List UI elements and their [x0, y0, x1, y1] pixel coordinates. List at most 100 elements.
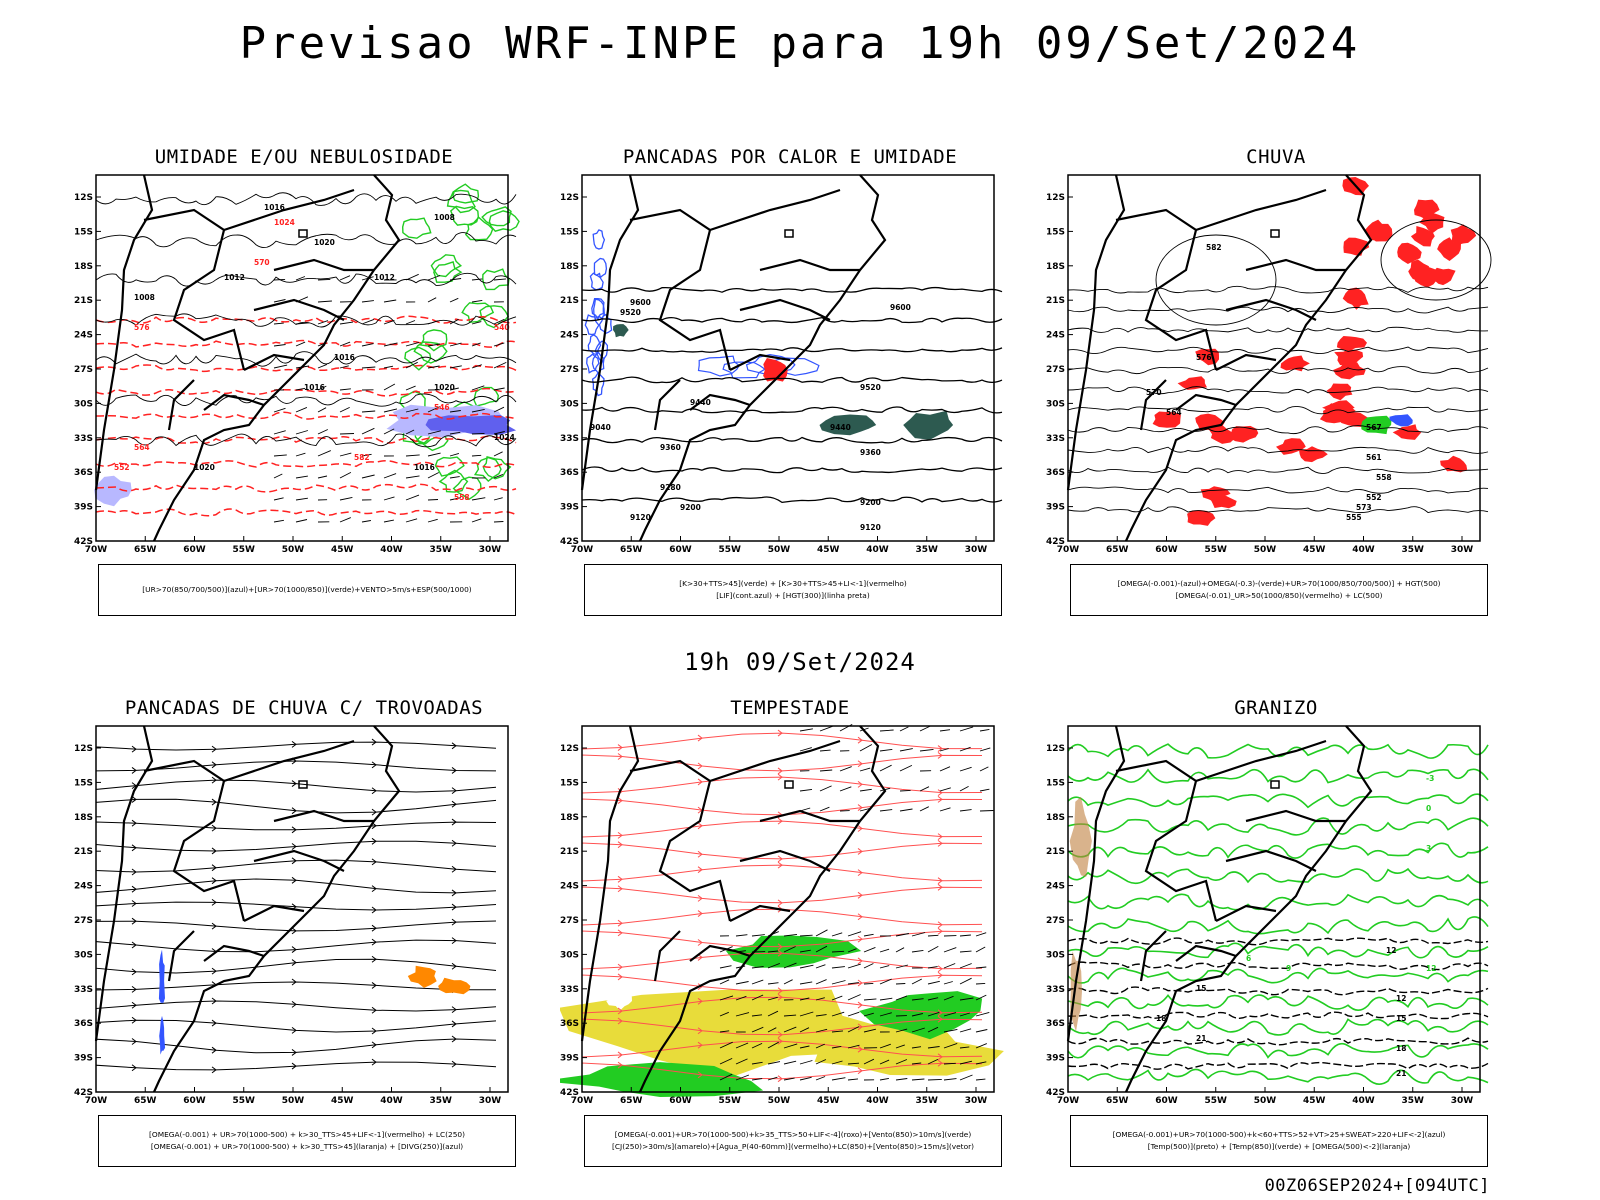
streamline-arrowhead: [291, 927, 297, 935]
wind-vector: [859, 808, 870, 812]
lon-label: 45W: [817, 545, 840, 555]
wind-vector: [361, 366, 376, 369]
streamline: [95, 779, 497, 793]
streamline-arrowhead: [131, 885, 137, 893]
lat-label: 42S: [560, 1088, 579, 1098]
wind-vector: [317, 475, 328, 479]
hgt300-contour: [581, 347, 1003, 353]
wind-vector: [361, 410, 376, 413]
hgt500-contour: [1067, 366, 1489, 375]
streamline-arrowhead: [131, 1001, 137, 1009]
streamline-arrowhead: [291, 780, 297, 787]
wind-vector: [427, 406, 440, 413]
rain-area: [1280, 355, 1310, 372]
lon-label: 55W: [719, 1096, 742, 1106]
streamline-arrowhead: [617, 973, 623, 981]
lon-label: 35W: [916, 545, 939, 555]
hgt500-contour: [1067, 285, 1489, 294]
wind-vector: [783, 1077, 795, 1081]
streamline-arrowhead: [777, 729, 783, 737]
wind-vector: [471, 518, 482, 523]
lat-label: 42S: [74, 1088, 93, 1098]
lon-label: 35W: [430, 1096, 453, 1106]
legend-box: [OMEGA(-0.001)+UR>70(1000-500)+k>35_TTS>…: [584, 1115, 1002, 1167]
lon-label: 70W: [1057, 1096, 1080, 1106]
streamline-arrowhead: [211, 798, 217, 806]
lon-label: 40W: [1352, 545, 1375, 555]
contour-label: 567: [1366, 423, 1382, 432]
streamline-arrowhead: [291, 978, 297, 986]
legend-line: [K>30+TTS>45](verde) + [K>30+TTS>45+LI<-…: [679, 579, 907, 588]
wind-vector: [831, 980, 846, 985]
contour-label: 9520: [620, 308, 641, 317]
temp500-contour: [1067, 1061, 1489, 1070]
wind-vector: [295, 341, 306, 347]
wind-vector: [361, 318, 375, 325]
omega-area: [1389, 414, 1413, 427]
wind-vector: [361, 520, 371, 523]
streamline-arrowhead: [451, 1035, 457, 1043]
streamline-arrowhead: [451, 865, 457, 873]
lat-label: 33S: [1046, 985, 1065, 995]
streamline-arrowhead: [697, 734, 703, 742]
streamline-arrowhead: [857, 891, 863, 899]
lon-label: 55W: [233, 545, 256, 555]
panel-pancadas-trovoadas: PANCADAS DE CHUVA C/ TROVOADAS 12S 15S 18S…: [74, 697, 534, 1177]
lat-label: 15S: [560, 778, 579, 788]
lon-label: 60W: [669, 1096, 692, 1106]
wind-vector: [895, 1059, 908, 1065]
contour-label: 1024: [494, 433, 515, 442]
wind-vector: [295, 519, 308, 523]
streamline-arrowhead: [697, 983, 703, 991]
wind-vector: [493, 318, 505, 325]
lat-label: 39S: [560, 503, 579, 513]
lat-label: 21S: [1046, 847, 1065, 857]
streamline-arrowhead: [777, 861, 783, 869]
lat-label: 30S: [74, 399, 93, 409]
country-border: [152, 174, 401, 542]
wind-vector: [339, 275, 351, 281]
lat-label: 18S: [74, 813, 93, 823]
streamline-arrowhead: [371, 1006, 377, 1014]
wind-vector: [427, 297, 437, 303]
lat-label: 36S: [1046, 1019, 1065, 1029]
wind-vector: [295, 430, 309, 435]
wind-vector: [493, 451, 503, 457]
rain-area: [1410, 226, 1435, 247]
contour-label: 1020: [194, 463, 215, 472]
wind-vector: [405, 518, 418, 523]
wind-vector: [847, 1011, 860, 1017]
panel-title: PANCADAS DE CHUVA C/ TROVOADAS: [124, 697, 484, 719]
wind-vector: [959, 746, 971, 752]
lon-label: 65W: [134, 1096, 157, 1106]
streamline: [95, 1061, 497, 1071]
lon-label: 30W: [965, 1096, 988, 1106]
legend-box: [OMEGA(-0.001)-(azul)+OMEGA(-0.3)-(verde…: [1070, 564, 1488, 616]
wind-vector: [339, 406, 350, 413]
wind-vector: [863, 998, 877, 1001]
wind-vector: [943, 947, 957, 953]
contour-label: 9360: [660, 443, 681, 452]
humidity-contour: [473, 386, 500, 407]
lat-label: 12S: [560, 193, 579, 203]
contour-label: 558: [1376, 473, 1392, 482]
streamline-arrowhead: [371, 1058, 377, 1066]
wind-vector: [383, 519, 394, 523]
legend-box: [OMEGA(-0.001) + UR>70(1000-500) + k>30_…: [98, 1115, 516, 1167]
contour-label: 573: [1356, 503, 1372, 512]
lon-label: 50W: [1254, 1096, 1277, 1106]
streamline-arrowhead: [371, 885, 377, 893]
wind-vector: [383, 473, 397, 479]
wind-vector: [815, 1014, 827, 1017]
wind-vector: [959, 1028, 972, 1033]
streamline: [95, 859, 497, 873]
lon-label: 30W: [479, 1096, 502, 1106]
wind-vector: [879, 1059, 890, 1065]
country-border: [94, 174, 154, 491]
contour-label: 15: [1396, 1014, 1406, 1023]
temp500-contour: [1067, 986, 1489, 996]
panel-tempestade: TEMPESTADE 12S 15S 18S 21S 24S 27S 30S 33S 36S 39…: [560, 697, 1020, 1177]
thickness-contour: [95, 508, 517, 517]
wind-vector: [879, 1012, 892, 1017]
streamline-arrowhead: [617, 929, 623, 937]
